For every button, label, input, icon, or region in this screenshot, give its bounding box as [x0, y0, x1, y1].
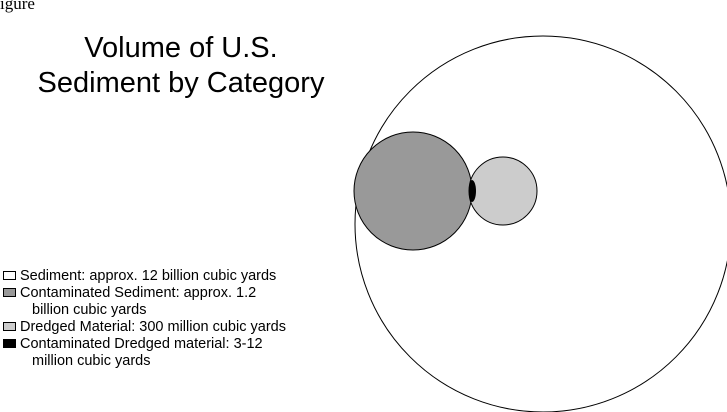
- sediment-circle: [354, 35, 727, 412]
- legend-item-sediment: Sediment: approx. 12 billion cubic yards: [0, 268, 360, 285]
- legend-item-contaminated-sediment: Contaminated Sediment: approx. 1.2 billi…: [0, 285, 360, 319]
- legend-label-sediment: Sediment: approx. 12 billion cubic yards: [20, 268, 277, 284]
- legend-label-contaminated-sediment: Contaminated Sediment: approx. 1.2: [20, 285, 257, 301]
- chart-title-line-2: Sediment by Category: [37, 67, 325, 99]
- contaminated-sediment-circle: [353, 131, 473, 251]
- legend-label-contaminated-dredged-material: Contaminated Dredged material: 3-12: [20, 336, 263, 352]
- legend-swatch-contaminated-sediment: [3, 288, 16, 297]
- figure-caption-fragment: igure: [0, 0, 35, 13]
- dredged-material-circle: [468, 156, 538, 226]
- legend-item-dredged-material: Dredged Material: 300 million cubic yard…: [0, 319, 360, 336]
- chart-title-line-1: Volume of U.S.: [84, 32, 278, 64]
- legend-label-contaminated-sediment-cont: billion cubic yards: [32, 302, 147, 318]
- legend-swatch-contaminated-dredged-material: [3, 339, 16, 348]
- legend-swatch-sediment: [3, 271, 16, 280]
- legend-label-contaminated-dredged-material-cont: million cubic yards: [32, 353, 151, 369]
- legend: Sediment: approx. 12 billion cubic yards…: [0, 268, 360, 370]
- contaminated-dredged-material-shape: [469, 180, 476, 202]
- legend-item-contaminated-dredged-material: Contaminated Dredged material: 3-12 mill…: [0, 336, 360, 370]
- legend-label-dredged-material: Dredged Material: 300 million cubic yard…: [20, 319, 286, 335]
- legend-swatch-dredged-material: [3, 322, 16, 331]
